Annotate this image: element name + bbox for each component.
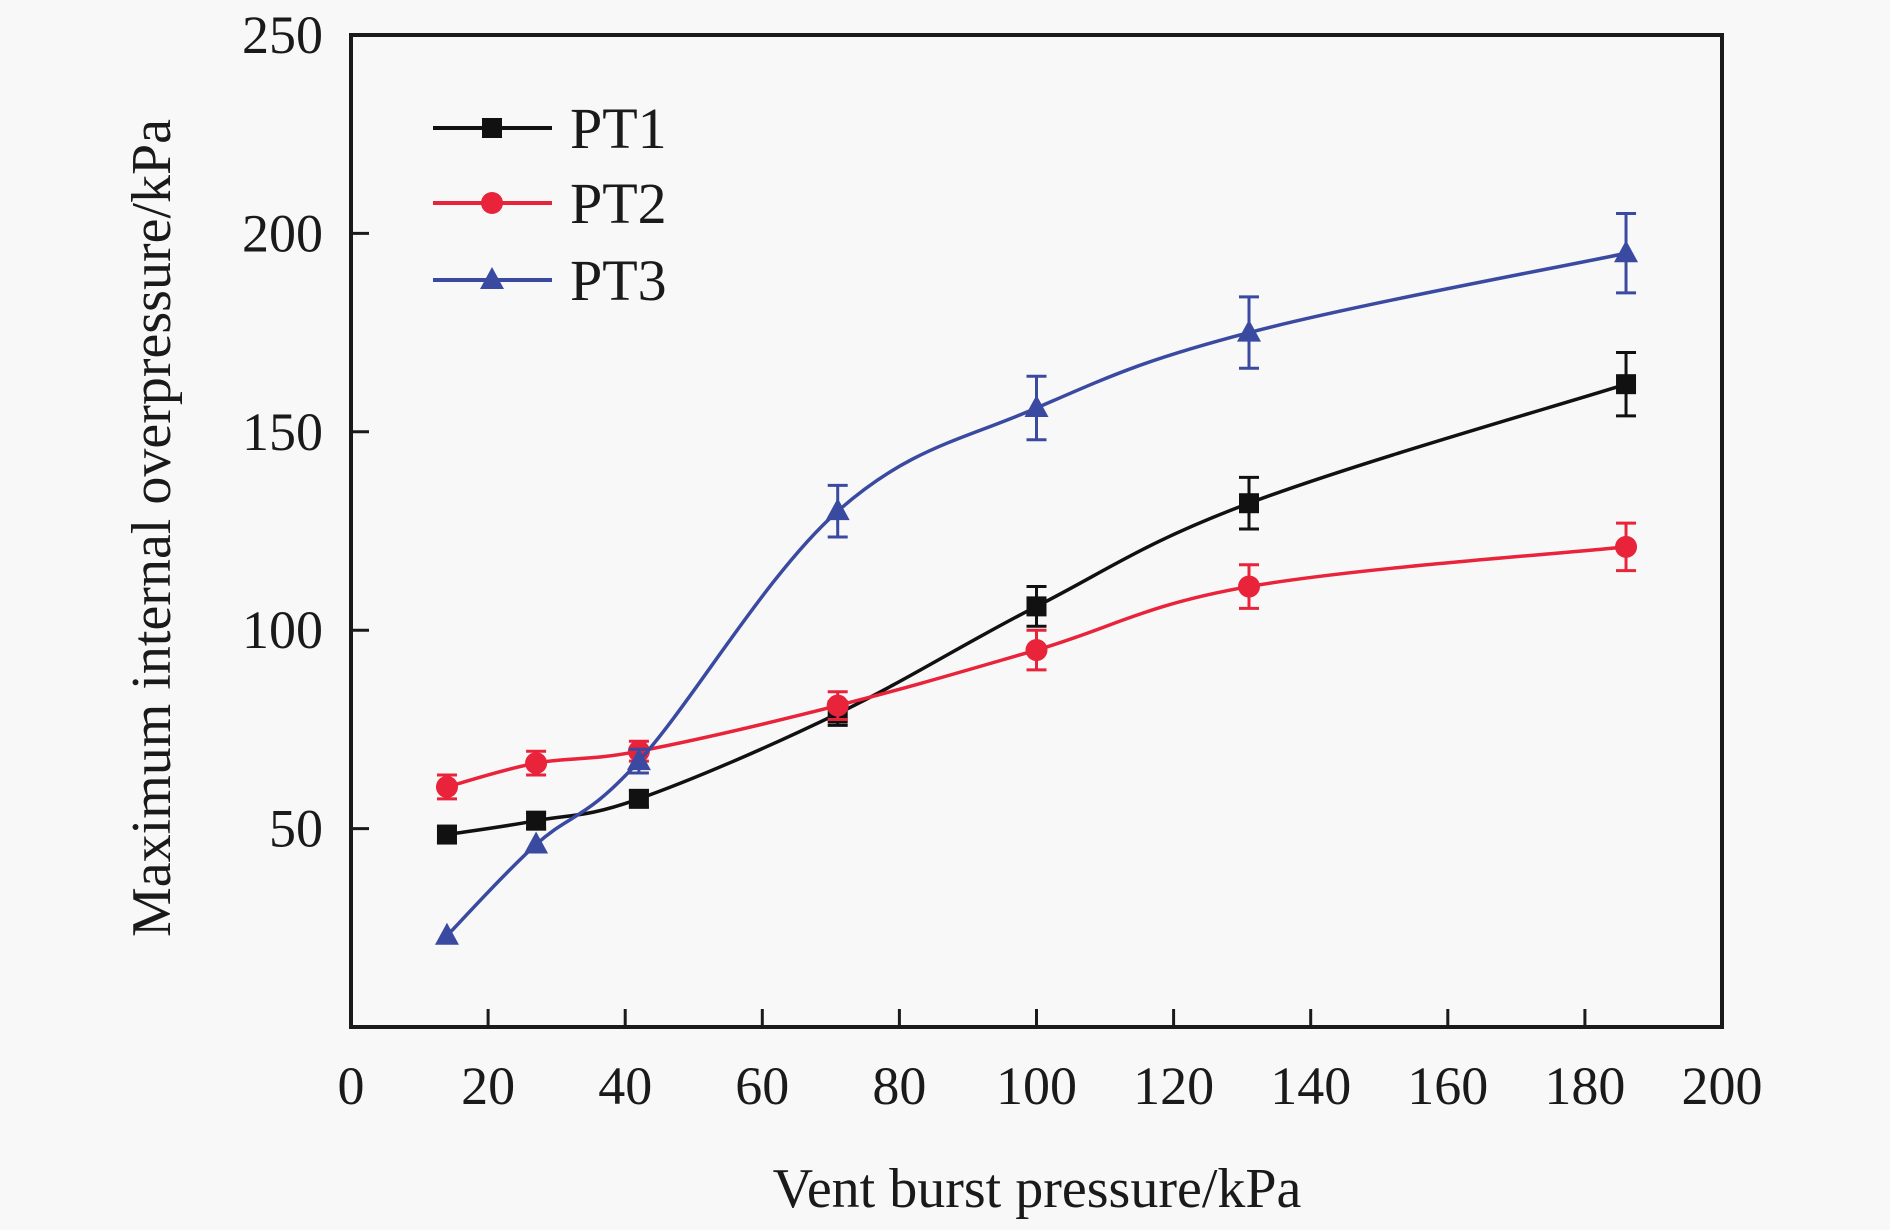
y-tick-label: 50 xyxy=(269,799,323,859)
legend-label: PT1 xyxy=(570,96,667,161)
x-tick-label: 200 xyxy=(1682,1056,1763,1116)
x-tick-label: 140 xyxy=(1270,1056,1351,1116)
data-point xyxy=(1026,639,1048,661)
data-point xyxy=(524,831,548,853)
x-tick-label: 40 xyxy=(598,1056,652,1116)
y-axis-title: Maximum internal overpressure/kPa xyxy=(121,119,183,937)
x-tick-label: 80 xyxy=(872,1056,926,1116)
x-tick-label: 60 xyxy=(735,1056,789,1116)
y-tick-label: 250 xyxy=(242,5,323,65)
data-point xyxy=(436,776,458,798)
data-point xyxy=(1238,576,1260,598)
x-tick-label: 160 xyxy=(1407,1056,1488,1116)
series-pt2 xyxy=(436,523,1637,799)
x-tick-label: 0 xyxy=(338,1056,365,1116)
y-tick-label: 200 xyxy=(242,203,323,263)
data-point xyxy=(1614,240,1638,262)
legend-item-pt2: PT2 xyxy=(433,171,667,236)
data-point xyxy=(1615,536,1637,558)
data-point xyxy=(827,695,849,717)
data-point xyxy=(525,752,547,774)
x-tick-label: 100 xyxy=(996,1056,1077,1116)
data-point xyxy=(826,498,850,520)
data-point xyxy=(1616,374,1636,394)
plot-border xyxy=(351,35,1722,1027)
y-tick-label: 150 xyxy=(242,402,323,462)
legend-marker xyxy=(481,192,503,214)
x-tick-label: 120 xyxy=(1133,1056,1214,1116)
legend-label: PT3 xyxy=(570,248,667,313)
legend-item-pt1: PT1 xyxy=(433,96,667,161)
x-tick-label: 20 xyxy=(461,1056,515,1116)
x-axis-title: Vent burst pressure/kPa xyxy=(773,1158,1302,1220)
data-point xyxy=(437,825,457,845)
data-point xyxy=(1027,596,1047,616)
series-pt3 xyxy=(435,214,1638,945)
x-tick-label: 180 xyxy=(1544,1056,1625,1116)
series-layer xyxy=(435,214,1638,945)
legend-item-pt3: PT3 xyxy=(433,248,667,313)
legend-label: PT2 xyxy=(570,171,667,236)
data-point xyxy=(629,789,649,809)
data-point xyxy=(1239,493,1259,513)
legend: PT1 PT2 PT3 xyxy=(433,96,667,313)
legend-marker xyxy=(482,118,502,138)
data-point xyxy=(526,811,546,831)
y-tick-label: 100 xyxy=(242,600,323,660)
plot-frame xyxy=(351,35,1722,1027)
